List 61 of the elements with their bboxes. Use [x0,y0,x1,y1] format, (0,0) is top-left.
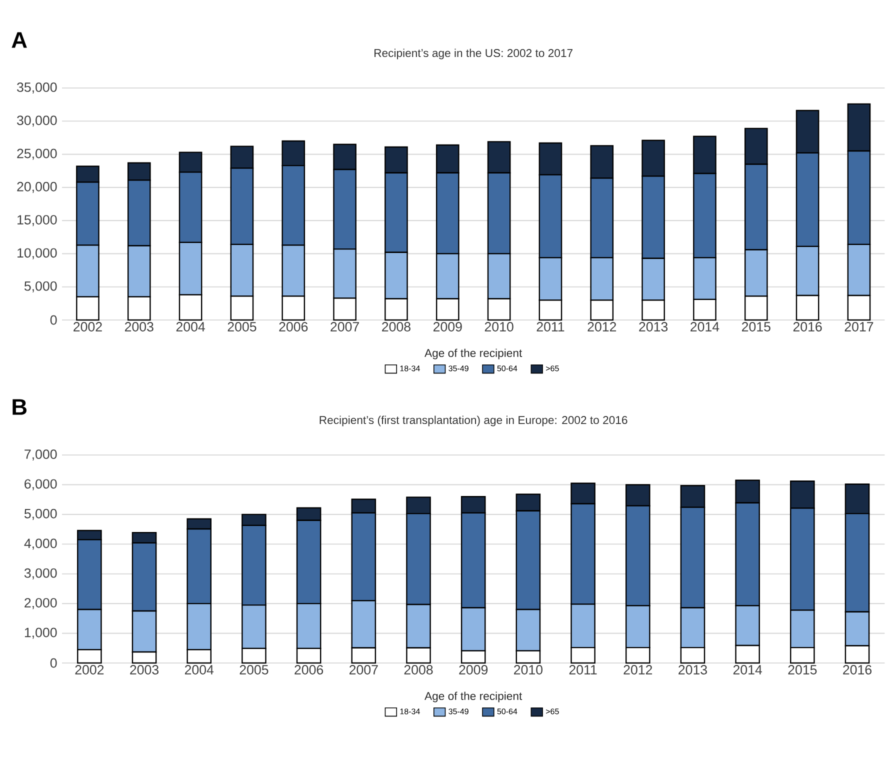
x-tick-label: 2007 [330,322,359,332]
x-tick-label: 2005 [228,322,256,332]
chart-title: Recipient’s (first transplantation) age in Europe: 2002 to 2016 [320,416,628,426]
y-tick-label: 10,000 [18,248,57,260]
legend-label: 50-64 [497,366,518,372]
x-tick-label: 2012 [588,322,616,332]
text: A [12,32,27,48]
x-tick-label: 2006 [294,665,324,674]
x-tick-label: 2015 [788,665,817,674]
x-tick-label: 2003 [130,665,159,674]
x-tick-label: 2014 [690,322,720,332]
x-tick-label: 2008 [404,665,433,674]
y-tick-label: 0 [50,658,57,668]
y-tick-label: 5,000 [24,281,57,292]
x-tick-label: 2017 [844,322,874,332]
x-tick-label: 2016 [793,322,822,332]
legend-label: 35-49 [448,366,468,372]
x-tick-label: 2003 [124,322,154,332]
x-tick-label: 2015 [742,322,770,332]
legend-label: 18-34 [400,366,420,372]
x-tick-label: 2016 [843,665,872,674]
x-tick-label: 2009 [459,665,488,674]
text: B [12,399,27,415]
x-tick-label: 2011 [569,665,597,674]
x-tick-label: 2004 [184,665,214,674]
x-tick-label: 2010 [484,322,514,332]
legend-title: Age of the recipient [424,692,522,702]
y-tick-label: 20,000 [17,182,57,193]
x-tick-label: 2012 [624,665,652,674]
x-tick-label: 2007 [349,665,378,674]
y-tick-label: 25,000 [17,148,57,160]
y-tick-label: 30,000 [17,116,57,127]
x-tick-label: 2009 [433,322,462,332]
legend-label: 50-64 [497,708,518,714]
chart-title: Recipient’s age in the US: 2002 to 2017 [374,48,572,60]
legend-title: Age of the recipient [424,348,522,360]
x-tick-label: 2004 [176,322,205,332]
y-tick-label: 3,000 [24,568,57,580]
y-tick-label: 1,000 [24,628,57,639]
x-tick-label: 2006 [279,322,308,332]
x-tick-label: 2014 [733,665,762,674]
y-tick-label: 15,000 [18,215,57,226]
y-tick-label: 4,000 [24,538,57,550]
legend-label: 35-49 [448,708,468,714]
legend-label: >65 [546,366,559,372]
x-tick-label: 2010 [514,665,542,674]
x-tick-label: 2002 [74,322,102,332]
y-tick-label: 6,000 [24,479,57,490]
x-tick-label: 2013 [678,665,707,674]
x-tick-label: 2011 [536,322,564,332]
y-tick-label: 5,000 [24,508,57,520]
y-tick-label: 2,000 [24,598,57,610]
x-tick-label: 2008 [382,322,410,332]
legend-label: 18-34 [400,708,420,714]
x-tick-label: 2013 [639,322,668,332]
legend-label: >65 [546,708,559,714]
x-tick-label: 2005 [240,665,268,674]
y-tick-label: 7,000 [24,450,57,461]
x-tick-label: 2002 [75,665,104,674]
y-tick-label: 0 [50,315,57,325]
y-tick-label: 35,000 [17,82,57,94]
